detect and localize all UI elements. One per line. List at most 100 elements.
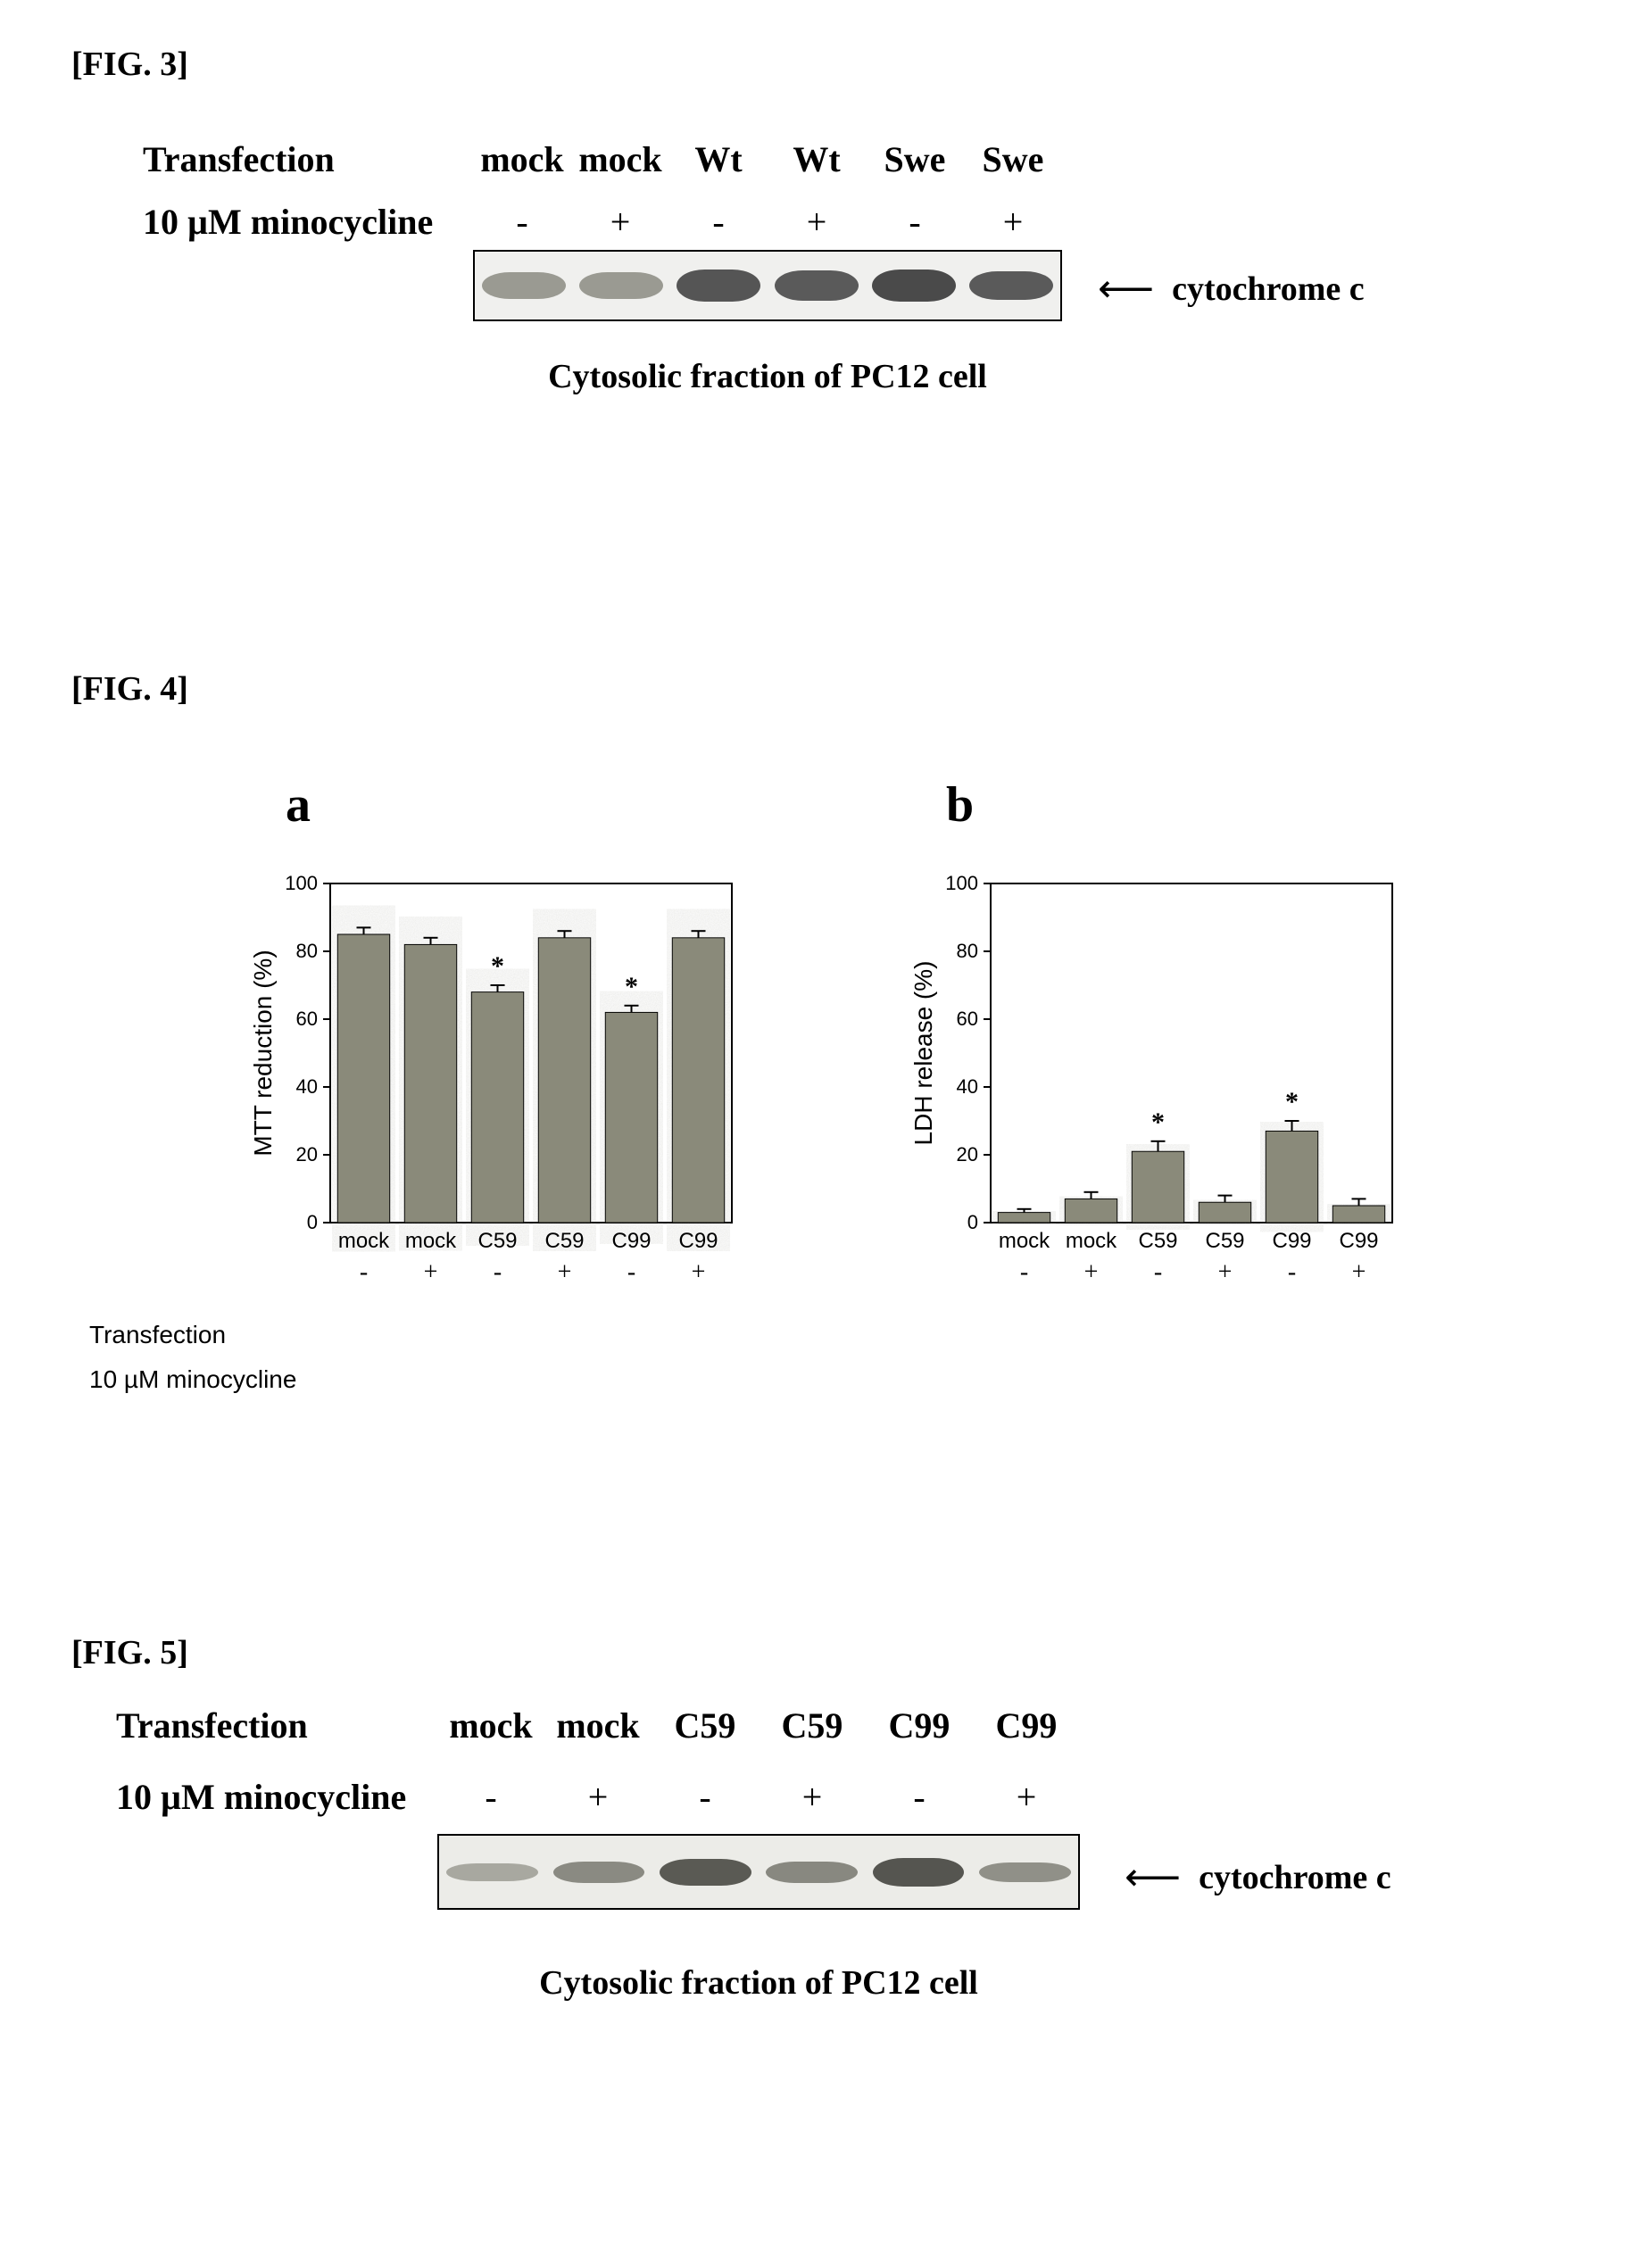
fig5-pm-labels: - + - + - + bbox=[437, 1776, 1080, 1818]
fig5-caption: Cytosolic fraction of PC12 cell bbox=[437, 1963, 1080, 2003]
svg-text:+: + bbox=[1352, 1258, 1366, 1286]
svg-text:0: 0 bbox=[307, 1211, 318, 1233]
fig3-pm-labels: - + - + - + bbox=[473, 201, 1062, 243]
svg-text:60: 60 bbox=[957, 1008, 978, 1030]
fig5-lane-1: mock bbox=[544, 1705, 652, 1746]
fig5-transfection-label: Transfection bbox=[116, 1705, 308, 1746]
svg-text:*: * bbox=[491, 951, 504, 981]
fig3-band-3 bbox=[768, 252, 865, 319]
fig3-caption: Cytosolic fraction of PC12 cell bbox=[473, 357, 1062, 396]
fig5-lane-4: C99 bbox=[866, 1705, 973, 1746]
fig5-pm-3: + bbox=[759, 1776, 866, 1818]
fig5-blot bbox=[437, 1834, 1080, 1910]
fig4-chart-b: 0 20 40 60 80 100 LDH release (%) mock - mock + * C5… bbox=[910, 866, 1410, 1294]
svg-text:-: - bbox=[1020, 1258, 1028, 1286]
fig5-pm-1: + bbox=[544, 1776, 652, 1818]
fig5-band-0 bbox=[439, 1836, 545, 1908]
svg-text:C99: C99 bbox=[678, 1229, 718, 1253]
fig4-panel-a-letter: a bbox=[286, 776, 311, 834]
svg-text:100: 100 bbox=[945, 872, 978, 894]
fig5-lane-5: C99 bbox=[973, 1705, 1080, 1746]
fig3-pm-1: + bbox=[571, 201, 669, 243]
svg-text:C99: C99 bbox=[1339, 1229, 1378, 1253]
arrow-left-icon: ⟵ bbox=[1125, 1854, 1181, 1900]
svg-text:C59: C59 bbox=[1138, 1229, 1177, 1253]
fig3-transfection-label: Transfection bbox=[143, 138, 335, 180]
svg-text:LDH release (%): LDH release (%) bbox=[910, 961, 937, 1146]
fig4-panel-b-letter: b bbox=[946, 776, 974, 834]
fig5-band-5 bbox=[972, 1836, 1078, 1908]
svg-text:+: + bbox=[1084, 1258, 1099, 1286]
svg-text:*: * bbox=[625, 972, 638, 1001]
fig3-label: [FIG. 3] bbox=[71, 45, 188, 84]
fig3-band-2 bbox=[670, 252, 768, 319]
fig3-pm-5: + bbox=[964, 201, 1062, 243]
svg-text:C99: C99 bbox=[611, 1229, 651, 1253]
fig5-arrow: ⟵ cytochrome c bbox=[1125, 1854, 1391, 1900]
fig3-lane-3: Wt bbox=[768, 138, 866, 180]
svg-text:20: 20 bbox=[296, 1143, 318, 1165]
fig3-pm-0: - bbox=[473, 201, 571, 243]
svg-text:-: - bbox=[627, 1258, 635, 1286]
fig3-pm-3: + bbox=[768, 201, 866, 243]
svg-text:+: + bbox=[424, 1258, 438, 1286]
fig3-lane-4: Swe bbox=[866, 138, 964, 180]
svg-text:C59: C59 bbox=[1205, 1229, 1244, 1253]
fig5-pm-5: + bbox=[973, 1776, 1080, 1818]
svg-text:100: 100 bbox=[285, 872, 318, 894]
fig3-band-4 bbox=[865, 252, 962, 319]
svg-text:20: 20 bbox=[957, 1143, 978, 1165]
svg-text:-: - bbox=[360, 1258, 368, 1286]
svg-text:*: * bbox=[1285, 1087, 1299, 1116]
svg-text:0: 0 bbox=[967, 1211, 978, 1233]
fig5-lane-labels: mock mock C59 C59 C99 C99 bbox=[437, 1705, 1080, 1746]
svg-text:+: + bbox=[558, 1258, 572, 1286]
fig5-band-4 bbox=[865, 1836, 971, 1908]
fig3-lane-1: mock bbox=[571, 138, 669, 180]
fig5-band-3 bbox=[759, 1836, 865, 1908]
svg-text:mock: mock bbox=[999, 1229, 1050, 1253]
fig5-lane-2: C59 bbox=[652, 1705, 759, 1746]
fig5-lane-3: C59 bbox=[759, 1705, 866, 1746]
fig5-arrow-text: cytochrome c bbox=[1199, 1858, 1391, 1897]
svg-text:40: 40 bbox=[957, 1075, 978, 1098]
svg-text:C59: C59 bbox=[477, 1229, 517, 1253]
svg-text:80: 80 bbox=[296, 940, 318, 962]
fig3-minocycline-label: 10 µM minocycline bbox=[143, 201, 433, 243]
fig3-band-5 bbox=[963, 252, 1060, 319]
svg-text:40: 40 bbox=[296, 1075, 318, 1098]
fig4-label: [FIG. 4] bbox=[71, 669, 188, 709]
fig3-lane-2: Wt bbox=[669, 138, 768, 180]
svg-text:C99: C99 bbox=[1272, 1229, 1311, 1253]
fig3-pm-2: - bbox=[669, 201, 768, 243]
svg-text:+: + bbox=[692, 1258, 706, 1286]
fig3-lane-0: mock bbox=[473, 138, 571, 180]
svg-text:C59: C59 bbox=[544, 1229, 584, 1253]
fig5-pm-0: - bbox=[437, 1776, 544, 1818]
svg-text:MTT reduction (%): MTT reduction (%) bbox=[250, 950, 277, 1156]
fig5-band-2 bbox=[652, 1836, 759, 1908]
svg-text:*: * bbox=[1151, 1107, 1165, 1137]
svg-text:-: - bbox=[1154, 1258, 1162, 1286]
fig5-pm-2: - bbox=[652, 1776, 759, 1818]
fig3-lane-labels: mock mock Wt Wt Swe Swe bbox=[473, 138, 1062, 180]
fig5-pm-4: - bbox=[866, 1776, 973, 1818]
fig3-arrow-text: cytochrome c bbox=[1172, 270, 1365, 309]
fig4-a-transfection-label: Transfection bbox=[89, 1321, 226, 1349]
fig4-a-mino-label: 10 µM minocycline bbox=[89, 1365, 296, 1394]
svg-text:80: 80 bbox=[957, 940, 978, 962]
fig3-lane-5: Swe bbox=[964, 138, 1062, 180]
fig5-lane-0: mock bbox=[437, 1705, 544, 1746]
arrow-left-icon: ⟵ bbox=[1098, 266, 1154, 311]
svg-text:mock: mock bbox=[338, 1229, 390, 1253]
svg-text:mock: mock bbox=[405, 1229, 457, 1253]
fig5-minocycline-label: 10 µM minocycline bbox=[116, 1776, 406, 1818]
fig3-arrow: ⟵ cytochrome c bbox=[1098, 266, 1365, 311]
fig5-label: [FIG. 5] bbox=[71, 1633, 188, 1672]
fig4-chart-a-svg: 0 20 40 60 80 100 MTT reduction (%) mock - mock + *… bbox=[250, 866, 750, 1294]
fig4-chart-a: 0 20 40 60 80 100 MTT reduction (%) mock - mock + *… bbox=[250, 866, 750, 1294]
fig4-chart-b-svg: 0 20 40 60 80 100 LDH release (%) mock - mock + * C5… bbox=[910, 866, 1410, 1294]
svg-text:60: 60 bbox=[296, 1008, 318, 1030]
svg-text:mock: mock bbox=[1066, 1229, 1117, 1253]
fig3-band-1 bbox=[572, 252, 669, 319]
